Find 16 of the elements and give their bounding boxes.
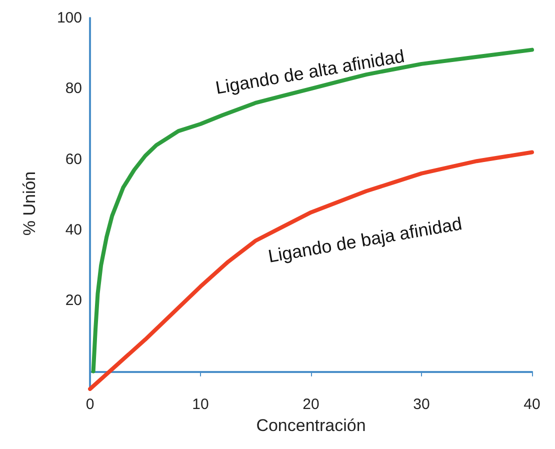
x-tick-label: 40 xyxy=(524,396,540,413)
annotation: Ligando de alta afinidad xyxy=(214,46,406,98)
y-tick-label: 100 xyxy=(56,10,82,26)
line-series xyxy=(91,48,534,374)
y-tick-label: 60 xyxy=(65,150,82,168)
x-tick-label: 10 xyxy=(192,396,209,413)
x-tick-label: 0 xyxy=(86,396,94,413)
y-tick-label: 80 xyxy=(65,80,82,98)
x-tick-label: 30 xyxy=(413,396,430,413)
line-series xyxy=(88,150,534,391)
annotation: Ligando de baja afinidad xyxy=(266,214,464,266)
y-axis-title: % Unión xyxy=(20,171,39,236)
x-axis-title: Concentración xyxy=(256,416,366,435)
y-tick-label: 40 xyxy=(65,222,82,238)
x-tick-label: 20 xyxy=(302,396,320,413)
y-tick-label: 20 xyxy=(65,292,82,310)
